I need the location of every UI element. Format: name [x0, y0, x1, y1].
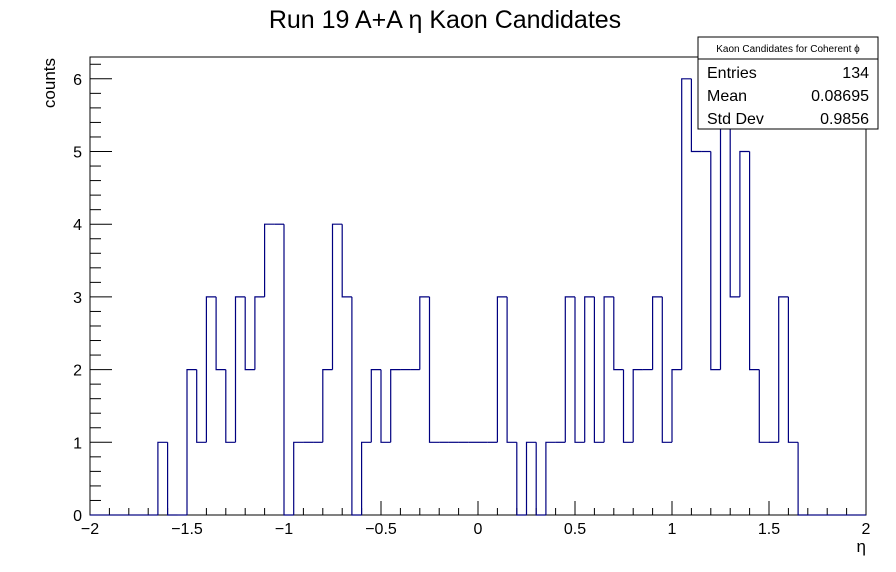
y-tick-label: 6 — [73, 72, 82, 89]
histogram-bin — [545, 441, 556, 515]
histogram-bin — [525, 441, 537, 515]
histogram-bin — [283, 224, 294, 516]
histogram-bin — [749, 151, 760, 371]
histogram-bin — [351, 296, 362, 516]
histogram-bin — [264, 223, 275, 297]
x-tick-label: 2 — [862, 521, 871, 538]
histogram-bin — [293, 441, 304, 515]
histogram-bin — [331, 223, 343, 370]
histogram-bin — [671, 369, 682, 443]
stats-box-frame — [697, 36, 879, 130]
histogram-bin — [419, 296, 430, 370]
histogram-bin — [234, 296, 246, 443]
histogram-bin — [361, 441, 372, 515]
histogram-bin — [787, 296, 799, 443]
histogram-bin — [186, 369, 197, 515]
histogram-bin — [613, 296, 624, 371]
histogram-bin — [535, 442, 546, 516]
histogram-bin — [652, 296, 663, 370]
histogram-bin — [690, 78, 702, 153]
histogram-bin — [506, 296, 517, 443]
chart-title: Run 19 A+A η Kaon Candidates — [269, 6, 621, 34]
histogram-bin — [729, 78, 740, 298]
histogram-bin — [584, 296, 595, 443]
y-tick-label: 5 — [73, 145, 82, 162]
y-tick-label: 3 — [73, 290, 82, 307]
histogram-bin — [574, 296, 585, 443]
x-tick-label: −2 — [81, 521, 99, 538]
stats-box: Kaon Candidates for Coherent ϕ Entries 1… — [697, 36, 879, 130]
histogram-bin — [380, 369, 391, 443]
histogram-bin — [341, 224, 352, 298]
histogram-bin — [370, 369, 381, 443]
histogram-bin — [157, 441, 168, 515]
histogram-bin — [603, 296, 614, 443]
x-tick-label: 1.5 — [758, 521, 780, 538]
histogram-bin — [244, 296, 255, 371]
stats-mean-value: 0.08695 — [811, 88, 869, 105]
y-tick-label: 4 — [73, 217, 82, 234]
histogram-bin — [225, 369, 236, 443]
histogram-bin — [254, 296, 265, 370]
histogram-bin — [564, 296, 575, 443]
histogram-bins — [90, 78, 866, 516]
y-tick-label: 1 — [73, 435, 82, 452]
y-tick-label: 0 — [73, 508, 82, 525]
stats-mean-label: Mean — [707, 88, 747, 105]
histogram-bin — [593, 296, 605, 443]
x-tick-label: −1.5 — [171, 521, 203, 538]
histogram-bin — [196, 369, 207, 443]
x-tick-label: −0.5 — [365, 521, 397, 538]
histogram-bin — [758, 369, 769, 443]
histogram-bin — [710, 151, 721, 371]
stats-stddev-value: 0.9856 — [820, 111, 869, 128]
histogram-bin — [739, 150, 750, 297]
histogram-bin — [681, 78, 692, 370]
histogram-bin — [661, 296, 672, 443]
x-axis: −2 −1.5 −1 −0.5 0 0.5 1 1.5 2 — [81, 501, 871, 538]
x-tick-label: 0 — [474, 521, 483, 538]
histogram-bin — [205, 296, 217, 443]
histogram-bin — [390, 369, 401, 443]
y-tick-label: 2 — [73, 363, 82, 380]
histogram-bin — [496, 296, 508, 443]
histogram-bin — [797, 442, 808, 516]
x-tick-label: 0.5 — [564, 521, 586, 538]
histogram-bin — [167, 442, 178, 516]
histogram-bin — [516, 442, 527, 516]
histogram-bin — [215, 296, 226, 371]
histogram-bin — [622, 369, 634, 443]
stats-stddev-label: Std Dev — [707, 111, 764, 128]
stats-entries-value: 134 — [842, 65, 869, 82]
x-tick-label: 1 — [668, 521, 677, 538]
histogram-bin — [632, 369, 643, 443]
histogram-bin — [322, 369, 333, 443]
stats-box-title: Kaon Candidates for Coherent ϕ — [716, 44, 860, 55]
histogram-bin — [428, 296, 440, 443]
x-tick-label: −1 — [275, 521, 293, 538]
y-axis-label: counts — [40, 58, 59, 108]
histogram-bin — [778, 296, 789, 443]
x-axis-label: η — [857, 537, 866, 556]
stats-entries-label: Entries — [707, 65, 757, 82]
y-axis: 0 1 2 3 4 5 6 — [73, 63, 112, 525]
